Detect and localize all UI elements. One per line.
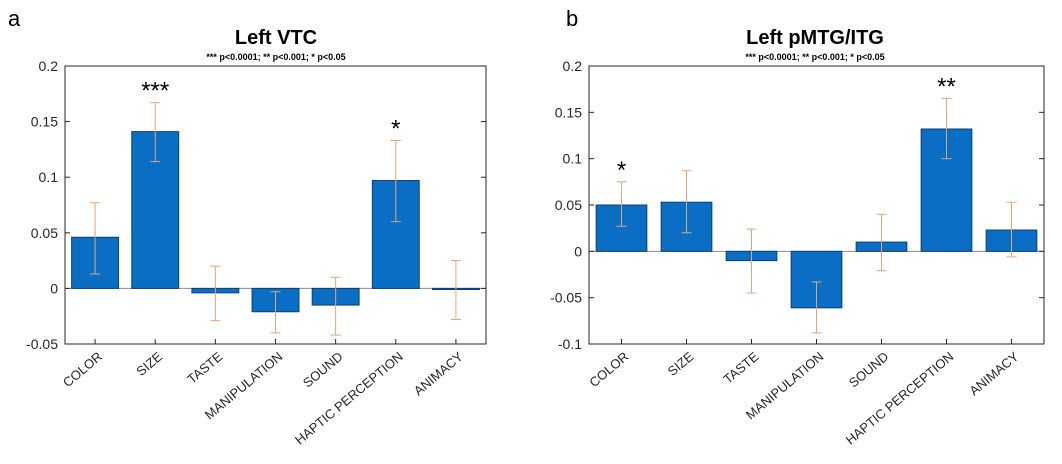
- significance-marker: ***: [141, 78, 169, 105]
- y-tick-label: -0.05: [26, 336, 58, 352]
- y-tick-label: 0.1: [39, 169, 59, 185]
- x-tick-label: TASTE: [720, 349, 761, 387]
- y-tick-label: -0.05: [550, 290, 582, 306]
- y-tick-label: 0: [574, 243, 582, 259]
- x-tick-label: SOUND: [300, 349, 346, 391]
- chart-panel-a: a Left VTC *** p<0.0001; ** p<0.001; * p<0…: [8, 6, 487, 448]
- x-tick-label: COLOR: [60, 349, 105, 390]
- x-tick-label: ANIMACY: [411, 349, 466, 399]
- chart-panel-b: b Left pMTG/ITG *** p<0.0001; ** p<0.001; …: [550, 6, 1045, 448]
- y-tick-label: 0.05: [31, 225, 58, 241]
- y-tick-label: 0.15: [31, 114, 58, 130]
- panel-label: a: [8, 6, 21, 31]
- x-tick-label: HAPTIC PERCEPTION: [843, 349, 957, 448]
- significance-marker: *: [617, 157, 626, 184]
- y-tick-label: 0.2: [39, 58, 59, 74]
- y-tick-label: 0.05: [555, 197, 582, 213]
- chart-subtitle: *** p<0.0001; ** p<0.001; * p<0.05: [206, 52, 345, 62]
- panel-label: b: [566, 6, 578, 31]
- y-tick-label: 0.2: [563, 58, 583, 74]
- x-tick-label: ANIMACY: [966, 349, 1021, 399]
- x-tick-label: HAPTIC PERCEPTION: [292, 349, 406, 448]
- x-tick-label: SIZE: [133, 349, 165, 379]
- x-tick-label: SIZE: [665, 349, 697, 379]
- significance-marker: *: [391, 116, 400, 143]
- x-tick-label: SOUND: [846, 349, 892, 391]
- x-tick-label: TASTE: [184, 349, 225, 387]
- y-tick-label: -0.1: [558, 336, 582, 352]
- y-tick-label: 0.15: [555, 104, 582, 120]
- chart-subtitle: *** p<0.0001; ** p<0.001; * p<0.05: [745, 52, 884, 62]
- chart-title: Left pMTG/ITG: [746, 27, 884, 49]
- x-tick-label: COLOR: [586, 349, 631, 390]
- y-tick-label: 0.1: [563, 151, 583, 167]
- significance-marker: **: [937, 73, 956, 100]
- y-tick-label: 0: [50, 280, 58, 296]
- chart-title: Left VTC: [235, 27, 317, 49]
